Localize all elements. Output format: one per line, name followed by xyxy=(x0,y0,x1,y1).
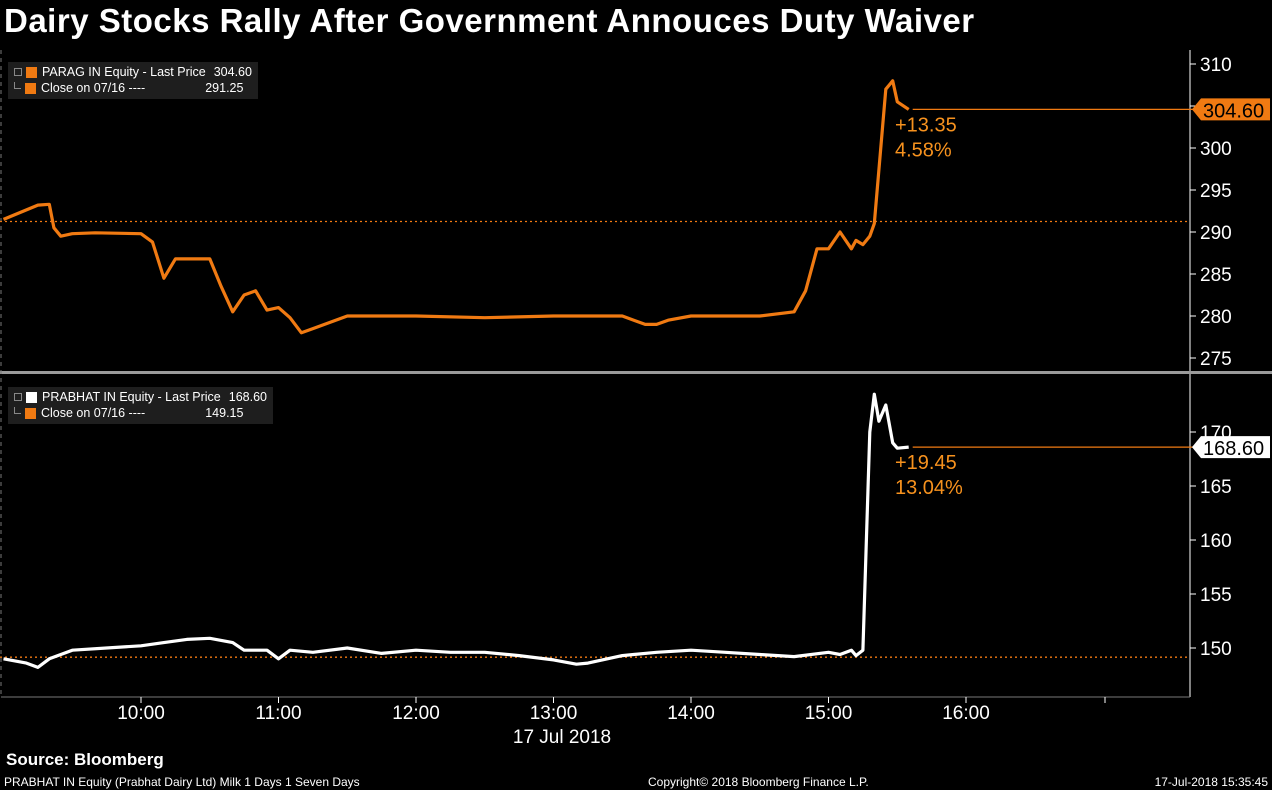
collapse-icon[interactable] xyxy=(14,393,22,401)
orange-swatch-icon xyxy=(25,82,36,94)
legend-row-last-price: PARAG IN Equity - Last Price 304.60 xyxy=(14,64,252,80)
source-label: Source: Bloomberg xyxy=(6,750,164,769)
legend-row-last-price: PRABHAT IN Equity - Last Price 168.60 xyxy=(14,389,267,405)
collapse-icon[interactable] xyxy=(14,68,22,76)
legend-parag[interactable]: PARAG IN Equity - Last Price 304.60 Clos… xyxy=(8,62,258,99)
legend-value: 149.15 xyxy=(205,406,244,420)
y-tick-label: 280 xyxy=(1200,307,1232,328)
x-tick-label: 10:00 xyxy=(117,703,165,724)
y-tick-label: 160 xyxy=(1200,531,1232,552)
y-tick-label: 300 xyxy=(1200,139,1232,160)
footer-copyright: Copyright© 2018 Bloomberg Finance L.P. xyxy=(648,775,869,789)
x-tick-label: 13:00 xyxy=(530,703,578,724)
footer-security: PRABHAT IN Equity (Prabhat Dairy Ltd) Mi… xyxy=(4,775,360,789)
legend-prabhat[interactable]: PRABHAT IN Equity - Last Price 168.60 Cl… xyxy=(8,387,273,424)
last-price-tag-label: 304.60 xyxy=(1203,100,1264,122)
last-price-tag xyxy=(1192,98,1270,121)
y-tick-label: 290 xyxy=(1200,223,1232,244)
legend-label: Close on 07/16 ---- xyxy=(41,81,146,95)
y-tick-label: 310 xyxy=(1200,55,1232,76)
change-label: +19.45 xyxy=(895,452,957,474)
change-pct-label: 4.58% xyxy=(895,139,952,161)
y-tick-label: 165 xyxy=(1200,477,1232,498)
y-tick-label: 285 xyxy=(1200,265,1232,286)
change-label: +13.35 xyxy=(895,114,957,136)
x-tick-label: 11:00 xyxy=(255,703,301,724)
legend-label: PRABHAT IN Equity - Last Price xyxy=(42,390,221,404)
legend-value: 291.25 xyxy=(205,81,244,95)
legend-label: Close on 07/16 ---- xyxy=(41,406,146,420)
x-tick-label: 15:00 xyxy=(805,703,853,724)
prabhat-price-line xyxy=(3,392,909,669)
legend-row-close: Close on 07/16 ---- 149.15 xyxy=(14,405,267,421)
y-tick-label: 155 xyxy=(1200,585,1232,606)
y-tick-label: 295 xyxy=(1200,181,1232,202)
legend-row-close: Close on 07/16 ---- 291.25 xyxy=(14,80,252,96)
y-tick-label: 275 xyxy=(1200,349,1232,370)
chart-title: Dairy Stocks Rally After Government Anno… xyxy=(4,2,975,39)
last-price-tag xyxy=(1192,436,1270,459)
orange-swatch-icon xyxy=(26,66,37,78)
x-tick-label: 16:00 xyxy=(942,703,990,724)
x-tick-label: 14:00 xyxy=(667,703,715,724)
x-date-label: 17 Jul 2018 xyxy=(513,727,611,748)
last-price-tag-label: 168.60 xyxy=(1203,438,1264,460)
orange-swatch-icon xyxy=(25,407,36,419)
tree-branch-icon xyxy=(14,81,21,89)
x-tick-label: 12:00 xyxy=(392,703,440,724)
footer-timestamp: 17-Jul-2018 15:35:45 xyxy=(1154,775,1268,789)
change-pct-label: 13.04% xyxy=(895,477,963,499)
parag-price-line xyxy=(2,79,910,335)
legend-value: 304.60 xyxy=(213,65,252,79)
legend-label: PARAG IN Equity - Last Price xyxy=(42,65,206,79)
y-tick-label: 150 xyxy=(1200,639,1232,660)
tree-branch-icon xyxy=(14,406,21,414)
white-swatch-icon xyxy=(26,391,37,403)
legend-value: 168.60 xyxy=(228,390,267,404)
